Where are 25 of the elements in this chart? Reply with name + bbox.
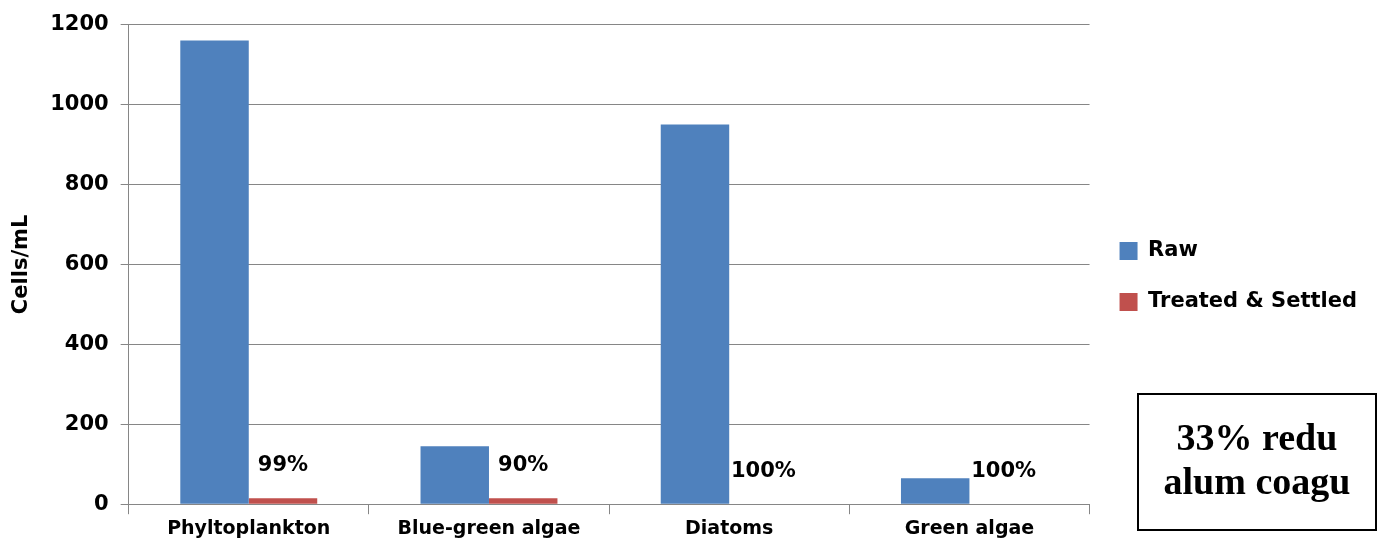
bar xyxy=(488,498,558,504)
y-axis-title: Cells/mL xyxy=(8,214,33,315)
bar xyxy=(660,124,730,504)
legend-label: Treated & Settled xyxy=(1148,288,1358,313)
y-tick-label: 1000 xyxy=(50,90,109,115)
x-tick-label: Diatoms xyxy=(685,515,774,538)
text: 33% redu alum coagu xyxy=(1137,393,1377,531)
x-tick-label: Blue-green algae xyxy=(397,515,581,538)
legend-label: Raw xyxy=(1148,237,1198,262)
x-tick-label: Green algae xyxy=(904,515,1035,538)
annotation: 90% xyxy=(498,452,549,477)
x-tick-label: Phyltoplankton xyxy=(167,515,331,538)
bar xyxy=(420,446,489,504)
bar xyxy=(248,498,318,504)
bar xyxy=(180,40,249,504)
annotation: 99% xyxy=(257,452,309,477)
annotation: 100% xyxy=(971,458,1037,483)
y-tick-label: 600 xyxy=(64,250,109,275)
annotation: 100% xyxy=(731,458,796,483)
y-tick-label: 400 xyxy=(64,330,109,355)
y-tick-label: 0 xyxy=(94,490,109,515)
y-tick-label: 800 xyxy=(64,170,109,195)
y-tick-label: 1200 xyxy=(50,11,109,36)
y-tick-label: 200 xyxy=(64,410,109,435)
bar xyxy=(900,478,970,504)
